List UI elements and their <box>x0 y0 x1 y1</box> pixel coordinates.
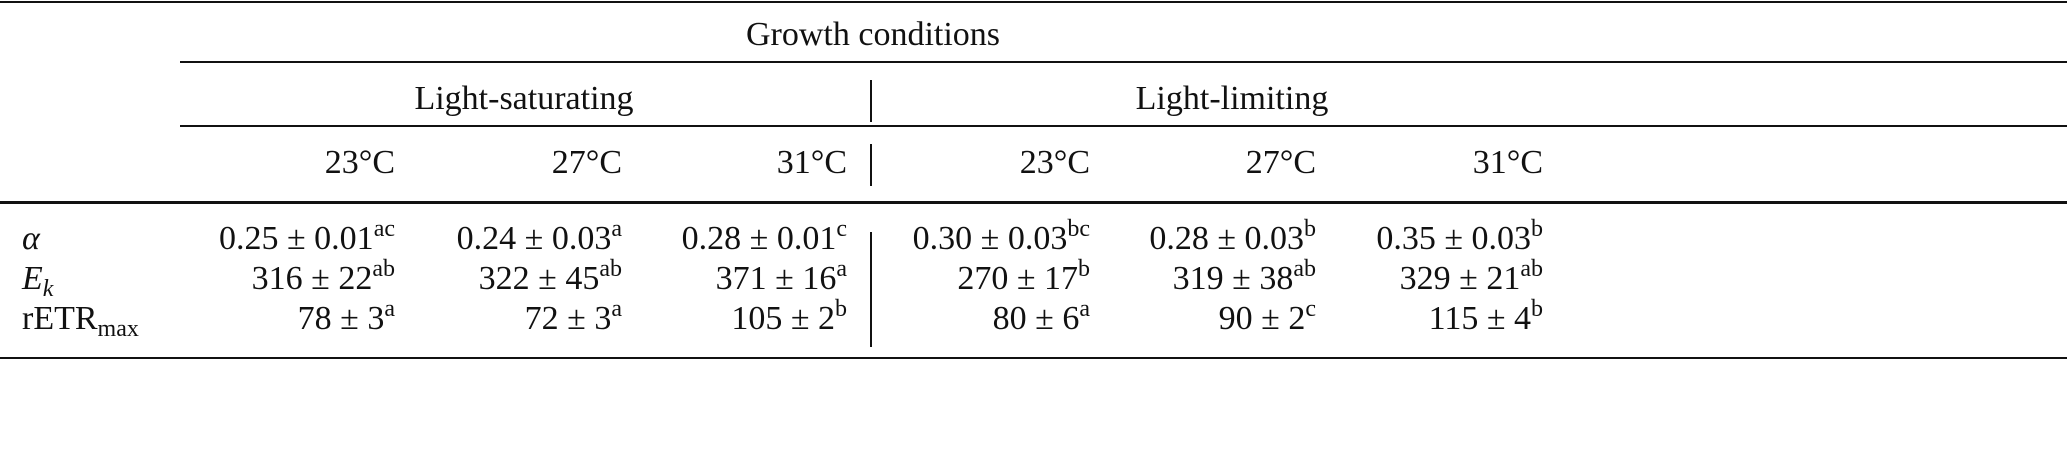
significance-letters: a <box>611 216 622 242</box>
cell-value: 80 ± 6 <box>992 300 1080 337</box>
cell-value: 0.24 ± 0.03 <box>456 220 612 257</box>
significance-letters: a <box>836 256 847 282</box>
significance-letters: a <box>384 296 395 322</box>
row-label-text: E <box>22 260 43 297</box>
cell-value: 105 ± 2 <box>731 300 835 337</box>
header-light-limiting: Light-limiting <box>1135 80 1329 117</box>
column-header-temperature: 27°C <box>551 144 622 181</box>
row-label: α <box>22 222 40 256</box>
table-cell: 0.35 ± 0.03b <box>1376 217 1543 257</box>
cell-value: 322 ± 45 <box>478 260 600 297</box>
cell-value: 316 ± 22 <box>251 260 373 297</box>
table-cell: 72 ± 3a <box>524 297 622 337</box>
cell-value: 270 ± 17 <box>957 260 1078 297</box>
top-rule <box>0 1 2067 3</box>
table-cell: 0.24 ± 0.03a <box>456 217 622 257</box>
column-divider <box>870 80 872 122</box>
cell-value: 0.30 ± 0.03 <box>912 220 1068 257</box>
row-label: Ek <box>22 260 53 302</box>
significance-letters: b <box>1304 216 1316 242</box>
column-header-temperature: 31°C <box>776 144 847 181</box>
cell-value: 78 ± 3 <box>297 300 385 337</box>
table-cell: 80 ± 6a <box>992 297 1090 337</box>
cell-value: 115 ± 4 <box>1428 300 1531 337</box>
significance-letters: c <box>1305 296 1316 322</box>
table-cell: 329 ± 21ab <box>1399 257 1543 297</box>
table-cell: 270 ± 17b <box>957 257 1090 297</box>
significance-letters: ab <box>372 256 395 282</box>
table-cell: 322 ± 45ab <box>478 257 622 297</box>
table-cell: 90 ± 2c <box>1218 297 1316 337</box>
significance-letters: b <box>1078 256 1090 282</box>
subgroup-rule <box>180 125 2067 127</box>
row-label-subscript: max <box>97 316 139 342</box>
row-label: rETRmax <box>22 300 139 342</box>
table-cell: 0.28 ± 0.03b <box>1149 217 1316 257</box>
table-cell: 115 ± 4b <box>1428 297 1543 337</box>
significance-letters: b <box>1531 296 1543 322</box>
significance-letters: ab <box>1520 256 1543 282</box>
column-header-temperature: 23°C <box>1019 144 1090 181</box>
significance-letters: a <box>611 296 622 322</box>
table-cell: 105 ± 2b <box>731 297 847 337</box>
table-cell: 319 ± 38ab <box>1172 257 1316 297</box>
cell-value: 72 ± 3 <box>524 300 612 337</box>
header-growth-conditions: Growth conditions <box>745 16 1001 53</box>
header-bottom-rule <box>0 201 2067 204</box>
significance-letters: b <box>1531 216 1543 242</box>
significance-letters: b <box>835 296 847 322</box>
cell-value: 90 ± 2 <box>1218 300 1306 337</box>
cell-value: 0.28 ± 0.01 <box>681 220 837 257</box>
table-cell: 316 ± 22ab <box>251 257 395 297</box>
cell-value: 0.25 ± 0.01 <box>219 220 374 257</box>
significance-letters: ac <box>373 216 395 242</box>
column-header-temperature: 27°C <box>1245 144 1316 181</box>
row-label-text: α <box>22 220 40 257</box>
row-label-subscript: k <box>42 276 54 302</box>
row-label-text: rETR <box>22 300 98 337</box>
significance-letters: a <box>1079 296 1090 322</box>
cell-value: 329 ± 21 <box>1399 260 1521 297</box>
table-cell: 78 ± 3a <box>297 297 395 337</box>
column-header-temperature: 31°C <box>1472 144 1543 181</box>
cell-value: 0.35 ± 0.03 <box>1376 220 1531 257</box>
column-header-temperature: 23°C <box>324 144 395 181</box>
cell-value: 319 ± 38 <box>1172 260 1294 297</box>
table-cell: 0.28 ± 0.01c <box>681 217 847 257</box>
significance-letters: bc <box>1067 216 1090 242</box>
header-light-saturating: Light-saturating <box>414 80 634 117</box>
column-divider <box>870 144 872 186</box>
significance-letters: ab <box>1293 256 1316 282</box>
significance-letters: c <box>836 216 847 242</box>
significance-letters: ab <box>599 256 622 282</box>
cell-value: 371 ± 16 <box>715 260 837 297</box>
table-cell: 371 ± 16a <box>715 257 847 297</box>
group-rule <box>180 61 2067 63</box>
table-cell: 0.25 ± 0.01ac <box>219 217 395 257</box>
bottom-rule <box>0 357 2067 359</box>
table-cell: 0.30 ± 0.03bc <box>912 217 1090 257</box>
cell-value: 0.28 ± 0.03 <box>1149 220 1304 257</box>
column-divider <box>870 232 872 347</box>
